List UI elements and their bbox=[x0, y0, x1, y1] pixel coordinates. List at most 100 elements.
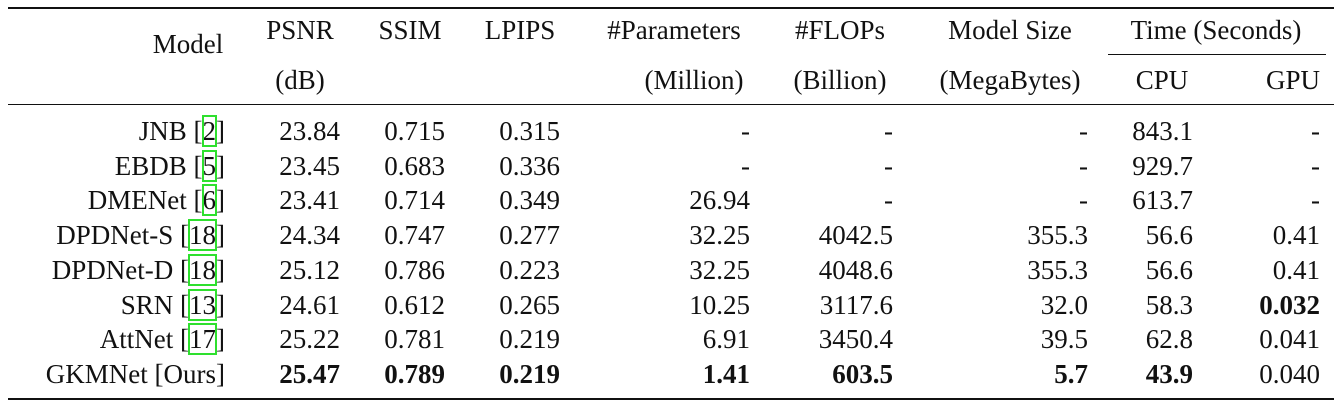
cell: 24.61 bbox=[279, 289, 340, 320]
cell: - bbox=[884, 116, 893, 146]
cell: 1.41 bbox=[702, 358, 750, 389]
header-cell: PSNR bbox=[266, 15, 334, 45]
model-text: ] bbox=[216, 254, 225, 285]
cell: 0.032 bbox=[1259, 289, 1320, 320]
model-text: DPDNet-S [ bbox=[56, 220, 189, 251]
header-cell: CPU bbox=[1135, 65, 1189, 95]
cell: 0.277 bbox=[499, 220, 560, 251]
model-text: AttNet [ bbox=[99, 324, 189, 355]
model-cell: EBDB [5] bbox=[115, 149, 225, 182]
cell: 0.041 bbox=[1259, 324, 1320, 355]
cell: 6.91 bbox=[702, 324, 750, 355]
cell: 23.41 bbox=[279, 185, 340, 216]
cell: 0.219 bbox=[499, 358, 560, 389]
cell: 4042.5 bbox=[818, 220, 893, 251]
model-text: ] bbox=[216, 185, 225, 216]
model-cell: SRN [13] bbox=[120, 288, 225, 321]
cell: 0.223 bbox=[499, 254, 560, 285]
bottom-rule bbox=[8, 398, 1334, 400]
cell: 0.789 bbox=[384, 358, 445, 389]
cell: 929.7 bbox=[1132, 150, 1193, 181]
cell: 843.1 bbox=[1132, 116, 1193, 146]
model-cell: JNB [2] bbox=[139, 115, 225, 147]
model-text: SRN [ bbox=[120, 289, 189, 320]
cell: 58.3 bbox=[1145, 289, 1193, 320]
cell: 0.747 bbox=[384, 220, 445, 251]
cell: 23.45 bbox=[279, 150, 340, 181]
cell: 56.6 bbox=[1145, 254, 1193, 285]
cell: 62.8 bbox=[1145, 324, 1193, 355]
header-cell: Model Size bbox=[948, 15, 1072, 45]
cell: - bbox=[1079, 116, 1088, 146]
cell: 26.94 bbox=[689, 185, 750, 216]
cell: 5.7 bbox=[1054, 358, 1088, 389]
model-cell: DMENet [6] bbox=[87, 184, 225, 217]
cell: 0.349 bbox=[499, 185, 560, 216]
cell: 25.12 bbox=[279, 254, 340, 285]
cell: 23.84 bbox=[279, 116, 340, 146]
group-rule bbox=[1108, 54, 1326, 55]
model-cell: GKMNet [Ours] bbox=[46, 359, 225, 389]
cell: 56.6 bbox=[1145, 220, 1193, 251]
cell: 0.315 bbox=[499, 116, 560, 146]
citation[interactable]: 17 bbox=[188, 323, 217, 356]
cell: - bbox=[1311, 185, 1320, 216]
cell: 32.0 bbox=[1040, 289, 1088, 320]
model-text: ] bbox=[216, 289, 225, 320]
citation[interactable]: 18 bbox=[188, 219, 217, 252]
model-text: DMENet [ bbox=[87, 185, 203, 216]
citation[interactable]: 5 bbox=[201, 149, 217, 182]
cell: - bbox=[741, 116, 750, 146]
cell: 0.715 bbox=[384, 116, 445, 146]
cell: 32.25 bbox=[689, 254, 750, 285]
cell: 4048.6 bbox=[818, 254, 893, 285]
cell: 0.41 bbox=[1272, 254, 1320, 285]
header-cell: (Billion) bbox=[793, 65, 887, 95]
cell: 0.219 bbox=[499, 324, 560, 355]
header-cell: (Million) bbox=[644, 65, 744, 95]
cell: 0.336 bbox=[499, 150, 560, 181]
citation[interactable]: 2 bbox=[201, 115, 217, 147]
header-cell: Time (Seconds) bbox=[1130, 15, 1302, 45]
cell: - bbox=[1311, 150, 1320, 181]
cell: 39.5 bbox=[1040, 324, 1088, 355]
top-rule bbox=[8, 7, 1334, 9]
cell: 0.786 bbox=[384, 254, 445, 285]
cell: 25.47 bbox=[279, 358, 340, 389]
cell: 24.34 bbox=[279, 220, 340, 251]
cell: 10.25 bbox=[689, 289, 750, 320]
model-text: ] bbox=[216, 150, 225, 181]
cell: 25.22 bbox=[279, 324, 340, 355]
header-cell: LPIPS bbox=[484, 15, 556, 45]
cell: 0.612 bbox=[384, 289, 445, 320]
cell: - bbox=[1311, 116, 1320, 146]
cell: 355.3 bbox=[1027, 254, 1088, 285]
cell: 603.5 bbox=[832, 358, 893, 389]
cell: 613.7 bbox=[1132, 185, 1193, 216]
header-cell: (dB) bbox=[275, 65, 325, 95]
header-cell: SSIM bbox=[378, 15, 442, 45]
cell: - bbox=[1079, 150, 1088, 181]
header-cell: GPU bbox=[1265, 65, 1320, 95]
cell: 43.9 bbox=[1145, 358, 1193, 389]
model-text: ] bbox=[216, 220, 225, 251]
cell: 3450.4 bbox=[818, 324, 893, 355]
cell: - bbox=[884, 185, 893, 216]
model-text: ] bbox=[216, 324, 225, 355]
citation[interactable]: 13 bbox=[188, 288, 217, 321]
cell: 0.781 bbox=[384, 324, 445, 355]
mid-rule bbox=[8, 104, 1334, 105]
model-cell: DPDNet-S [18] bbox=[56, 219, 225, 252]
header-cell: Model bbox=[152, 29, 224, 59]
cell: - bbox=[884, 150, 893, 181]
citation[interactable]: 18 bbox=[188, 253, 217, 286]
cell: 0.683 bbox=[384, 150, 445, 181]
model-cell: AttNet [17] bbox=[99, 323, 225, 356]
cell: - bbox=[741, 150, 750, 181]
header-cell: #FLOPs bbox=[794, 15, 886, 45]
header-cell: #Parameters bbox=[607, 15, 741, 45]
citation[interactable]: 6 bbox=[201, 184, 217, 217]
model-text: ] bbox=[216, 116, 225, 146]
cell: 0.265 bbox=[499, 289, 560, 320]
